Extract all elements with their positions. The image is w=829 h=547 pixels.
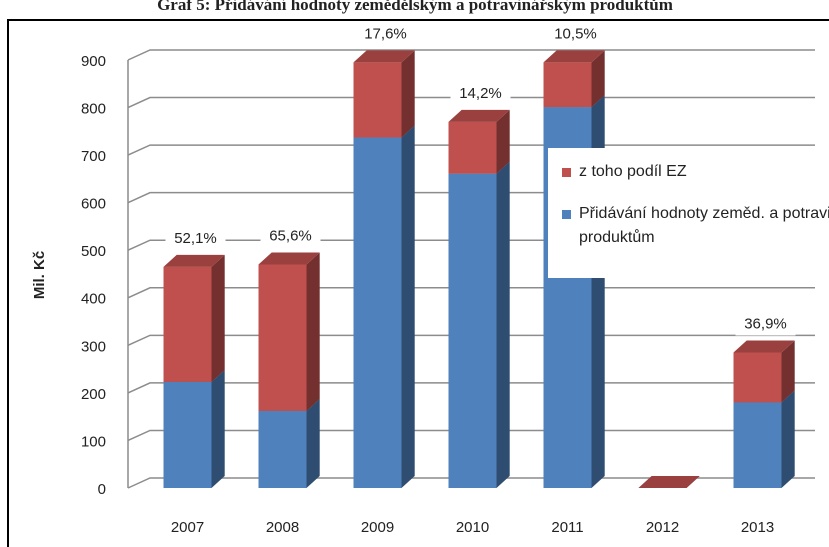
chart-title: Graf 5: Přidávání hodnoty zemědělským a …	[157, 0, 673, 14]
bar-side	[781, 390, 795, 488]
bar	[733, 352, 782, 403]
legend-item: Přidávání hodnoty zeměd. a potravin. pro…	[562, 202, 829, 250]
grid-line	[127, 49, 815, 61]
legend-label: z toho podíl EZ	[579, 163, 687, 180]
y-tick-label: 700	[81, 148, 106, 165]
annotation-bg	[450, 82, 511, 105]
bar-top	[638, 476, 700, 488]
x-tick-label: 2009	[361, 519, 394, 536]
bar	[258, 264, 307, 411]
bar-top	[733, 340, 795, 353]
y-tick-label: 500	[81, 243, 106, 260]
y-tick-label: 100	[81, 433, 106, 450]
annotation: 36,9%	[744, 315, 787, 332]
x-tick-label: 2007	[171, 519, 204, 536]
bar-top	[448, 109, 510, 122]
y-tick-label: 900	[81, 53, 106, 70]
bar-side	[401, 50, 415, 138]
bar	[448, 121, 497, 174]
bar-top	[543, 50, 605, 63]
legend-swatch	[562, 168, 571, 177]
legend-swatch	[562, 210, 571, 219]
annotation: 10,5%	[554, 25, 597, 42]
annotation: 17,6%	[364, 25, 407, 42]
y-tick-label: 800	[81, 101, 106, 118]
annotation-bg	[735, 313, 796, 336]
legend-label: Přidávání hodnoty zeměd. a potravin. pro…	[579, 205, 829, 246]
bar	[448, 173, 497, 488]
bar	[353, 62, 402, 138]
bar	[258, 410, 307, 488]
y-tick-label: 300	[81, 338, 106, 355]
legend: z toho podíl EZ Přidávání hodnoty zeměd. …	[548, 148, 829, 278]
bar-side	[591, 50, 605, 108]
y-tick-label: 600	[81, 196, 106, 213]
bar-side	[306, 398, 320, 488]
x-tick-label: 2013	[741, 519, 774, 536]
x-tick-label: 2012	[646, 519, 679, 536]
bar-top	[258, 252, 320, 265]
bar	[543, 62, 592, 108]
bar	[353, 137, 402, 488]
bar-side	[306, 252, 320, 411]
bar-top	[353, 50, 415, 63]
y-tick-label: 0	[98, 481, 106, 498]
x-tick-label: 2011	[551, 519, 583, 536]
bar-side	[781, 340, 795, 403]
annotation: 52,1%	[174, 230, 217, 247]
annotation-bg	[165, 227, 226, 250]
annotation-bg	[355, 23, 416, 46]
annotation-bg	[260, 225, 321, 248]
bar-side	[211, 369, 225, 488]
annotation-bg	[545, 23, 606, 46]
bar-side	[401, 125, 415, 488]
bar-side	[211, 254, 225, 382]
y-axis-label: Mil. Kč	[31, 251, 48, 299]
bar-side	[496, 161, 510, 488]
bar	[163, 381, 212, 488]
bar	[733, 402, 782, 488]
bar	[163, 266, 212, 382]
annotation: 65,6%	[269, 227, 312, 244]
frame	[7, 19, 829, 547]
x-tick-label: 2008	[266, 519, 299, 536]
y-tick-label: 200	[81, 386, 106, 403]
bar-top	[163, 254, 225, 267]
y-tick-label: 400	[81, 291, 106, 308]
bar-side	[496, 109, 510, 174]
annotation: 14,2%	[459, 85, 502, 102]
legend-item: z toho podíl EZ	[562, 160, 829, 184]
x-tick-label: 2010	[456, 519, 489, 536]
